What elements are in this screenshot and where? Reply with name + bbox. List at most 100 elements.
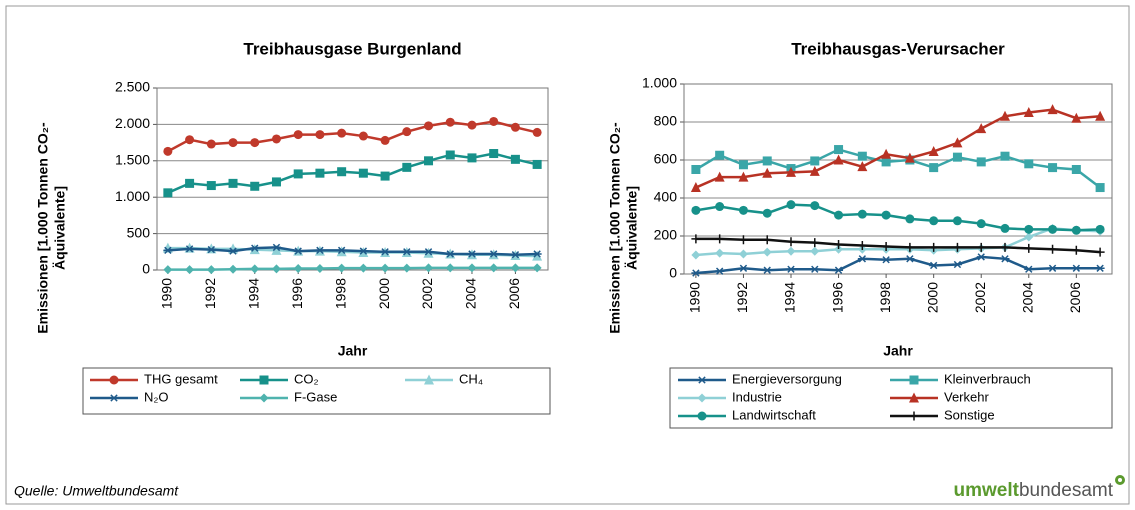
marker-shape xyxy=(271,177,281,187)
marker-shape xyxy=(358,131,368,141)
marker-shape xyxy=(929,261,939,270)
marker xyxy=(976,253,986,261)
marker-shape xyxy=(762,266,772,274)
marker-shape xyxy=(976,219,986,229)
marker xyxy=(271,243,281,252)
y-axis-title: Äquivalente] xyxy=(52,186,68,270)
marker xyxy=(337,128,347,138)
marker xyxy=(762,208,772,218)
marker-shape xyxy=(1023,107,1034,117)
marker xyxy=(1071,245,1081,255)
y-axis-title: Äquivalente] xyxy=(624,186,640,270)
marker xyxy=(259,393,269,403)
marker xyxy=(1023,107,1034,117)
marker-shape xyxy=(250,181,260,191)
marker xyxy=(976,219,986,229)
marker-shape xyxy=(402,162,412,172)
marker-shape xyxy=(206,139,216,149)
marker-shape xyxy=(259,375,269,385)
marker xyxy=(714,171,725,182)
marker-shape xyxy=(380,135,390,145)
marker-shape xyxy=(489,250,499,258)
x-tick-label: 1994 xyxy=(782,282,798,313)
marker-shape xyxy=(952,242,962,252)
marker xyxy=(185,245,195,253)
marker-shape xyxy=(250,138,260,148)
legend-label: Industrie xyxy=(732,389,782,404)
marker xyxy=(834,240,844,250)
marker xyxy=(1024,224,1034,234)
marker-shape xyxy=(1024,265,1034,273)
marker xyxy=(358,168,368,178)
marker xyxy=(467,263,477,273)
legend-label: Kleinverbrauch xyxy=(944,371,1031,386)
marker xyxy=(315,130,325,140)
marker xyxy=(857,151,867,161)
logo-rest: bundesamt xyxy=(1019,480,1114,501)
marker xyxy=(293,130,303,140)
marker xyxy=(929,261,939,270)
marker xyxy=(786,246,796,256)
marker xyxy=(445,250,455,258)
marker-shape xyxy=(185,245,195,253)
x-tick-label: 1998 xyxy=(332,278,348,309)
marker xyxy=(881,241,891,251)
marker-shape xyxy=(834,244,844,254)
marker-shape xyxy=(250,244,260,252)
marker xyxy=(532,263,542,273)
marker-shape xyxy=(691,205,701,215)
marker xyxy=(402,263,412,273)
marker xyxy=(905,242,915,252)
marker-shape xyxy=(424,248,434,256)
marker xyxy=(691,234,701,244)
marker-shape xyxy=(952,216,962,226)
marker xyxy=(762,247,772,257)
marker-shape xyxy=(424,156,434,166)
marker xyxy=(762,266,772,274)
marker-shape xyxy=(109,394,119,402)
marker-shape xyxy=(337,167,347,177)
marker-shape xyxy=(715,248,725,258)
marker xyxy=(337,246,347,255)
marker xyxy=(532,159,542,169)
marker xyxy=(881,256,891,264)
x-tick-label: 1998 xyxy=(877,282,893,313)
marker xyxy=(929,216,939,226)
marker-shape xyxy=(1024,232,1034,242)
marker xyxy=(738,171,749,182)
marker-shape xyxy=(532,263,542,273)
marker xyxy=(532,127,542,137)
y-tick-label: 0 xyxy=(142,261,150,277)
marker-shape xyxy=(976,123,987,134)
x-tick-label: 2006 xyxy=(1067,282,1083,313)
marker-shape xyxy=(228,138,238,148)
marker-shape xyxy=(738,249,748,259)
marker-shape xyxy=(1000,110,1010,121)
marker xyxy=(271,264,281,274)
marker xyxy=(697,393,707,403)
marker-shape xyxy=(228,264,238,274)
marker xyxy=(271,134,281,144)
marker-shape xyxy=(905,214,915,224)
marker-shape xyxy=(881,241,891,251)
marker xyxy=(402,127,412,137)
marker-shape xyxy=(857,255,867,263)
marker-shape xyxy=(510,251,520,259)
legend-label: N₂O xyxy=(144,389,169,404)
marker-shape xyxy=(206,245,216,254)
marker xyxy=(358,131,368,141)
x-tick-label: 1996 xyxy=(289,278,305,309)
marker xyxy=(786,265,796,273)
marker xyxy=(250,181,260,191)
marker xyxy=(424,374,434,385)
marker-shape xyxy=(1024,224,1034,234)
marker xyxy=(738,160,748,170)
x-tick-label: 2000 xyxy=(376,278,392,309)
marker-shape xyxy=(691,250,701,260)
marker xyxy=(857,241,867,250)
marker xyxy=(738,264,748,272)
marker xyxy=(928,145,939,156)
marker xyxy=(380,248,390,256)
marker-shape xyxy=(337,263,347,273)
